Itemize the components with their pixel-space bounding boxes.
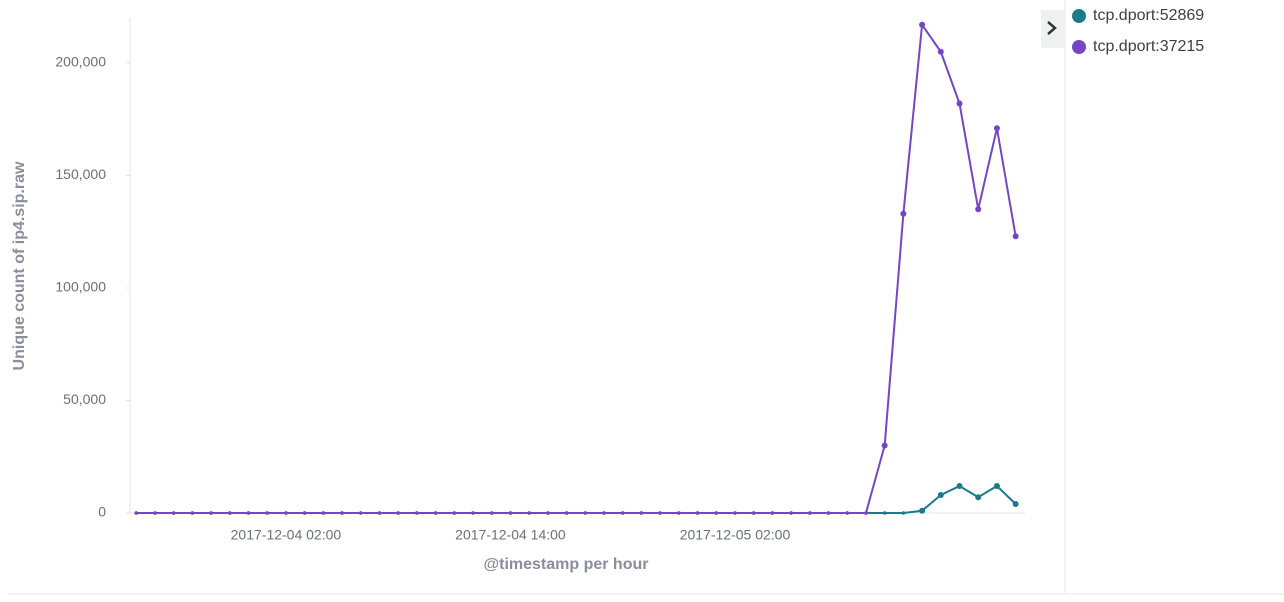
data-point	[620, 511, 625, 515]
data-point	[321, 511, 326, 515]
data-point	[919, 21, 926, 28]
data-point	[546, 511, 550, 515]
data-point	[564, 511, 569, 515]
series-line	[136, 21, 1017, 514]
y-tick-label: 100,000	[55, 279, 106, 295]
legend-label[interactable]: tcp.dport:37215	[1093, 38, 1204, 55]
data-point	[171, 511, 176, 515]
data-point	[789, 511, 793, 515]
data-point	[302, 511, 307, 515]
data-point	[882, 511, 887, 515]
data-point	[975, 206, 982, 213]
data-point	[937, 48, 944, 55]
data-point	[246, 511, 251, 515]
y-tick-label: 150,000	[55, 166, 106, 182]
data-point	[937, 492, 944, 498]
data-point	[845, 511, 850, 515]
data-point	[340, 511, 344, 515]
data-point	[714, 511, 719, 515]
data-point	[358, 511, 363, 515]
data-point	[808, 511, 812, 515]
legend-label[interactable]: tcp.dport:52869	[1093, 7, 1204, 24]
legend-swatch	[1072, 40, 1086, 54]
data-point	[583, 511, 588, 515]
data-point	[993, 483, 1000, 489]
x-tick-label: 2017-12-04 14:00	[455, 527, 566, 543]
data-point	[993, 125, 1000, 132]
x-axis-title: @timestamp per hour	[484, 556, 649, 573]
y-axis-title: Unique count of ip4.sip.raw	[11, 161, 28, 370]
data-point	[377, 511, 382, 515]
data-point	[134, 511, 139, 515]
data-point	[471, 511, 475, 515]
data-point	[415, 511, 419, 515]
data-point	[677, 511, 681, 515]
data-point	[900, 210, 907, 217]
data-point	[1012, 501, 1019, 507]
data-point	[956, 483, 963, 489]
data-point	[826, 511, 831, 515]
y-tick-label: 50,000	[63, 391, 106, 407]
data-point	[881, 442, 888, 449]
data-point	[433, 511, 438, 515]
data-point	[864, 511, 868, 515]
data-point	[227, 511, 232, 515]
data-point	[190, 511, 195, 515]
data-point	[508, 511, 513, 515]
x-tick-label: 2017-12-05 02:00	[680, 527, 791, 543]
data-point	[658, 511, 662, 515]
data-point	[489, 511, 494, 515]
series-line	[136, 484, 1017, 514]
data-point	[452, 511, 457, 515]
y-tick-label: 200,000	[55, 54, 106, 70]
data-point	[956, 100, 963, 107]
data-point	[209, 511, 213, 515]
legend-toggle-icon	[1047, 21, 1057, 35]
data-point	[639, 511, 644, 515]
x-tick-label: 2017-12-04 02:00	[231, 527, 342, 543]
data-point	[695, 511, 700, 515]
data-point	[602, 511, 606, 515]
data-point	[901, 511, 906, 515]
data-point	[975, 494, 982, 501]
data-point	[919, 507, 926, 514]
data-point	[770, 511, 775, 515]
data-point	[733, 511, 737, 515]
data-point	[396, 511, 400, 515]
legend-swatch	[1072, 9, 1086, 23]
data-point	[1012, 233, 1019, 240]
data-point	[284, 511, 288, 515]
data-point	[527, 511, 531, 515]
data-point	[751, 511, 756, 515]
data-point	[153, 511, 157, 515]
y-tick-label: 0	[98, 504, 106, 520]
data-point	[265, 511, 270, 515]
